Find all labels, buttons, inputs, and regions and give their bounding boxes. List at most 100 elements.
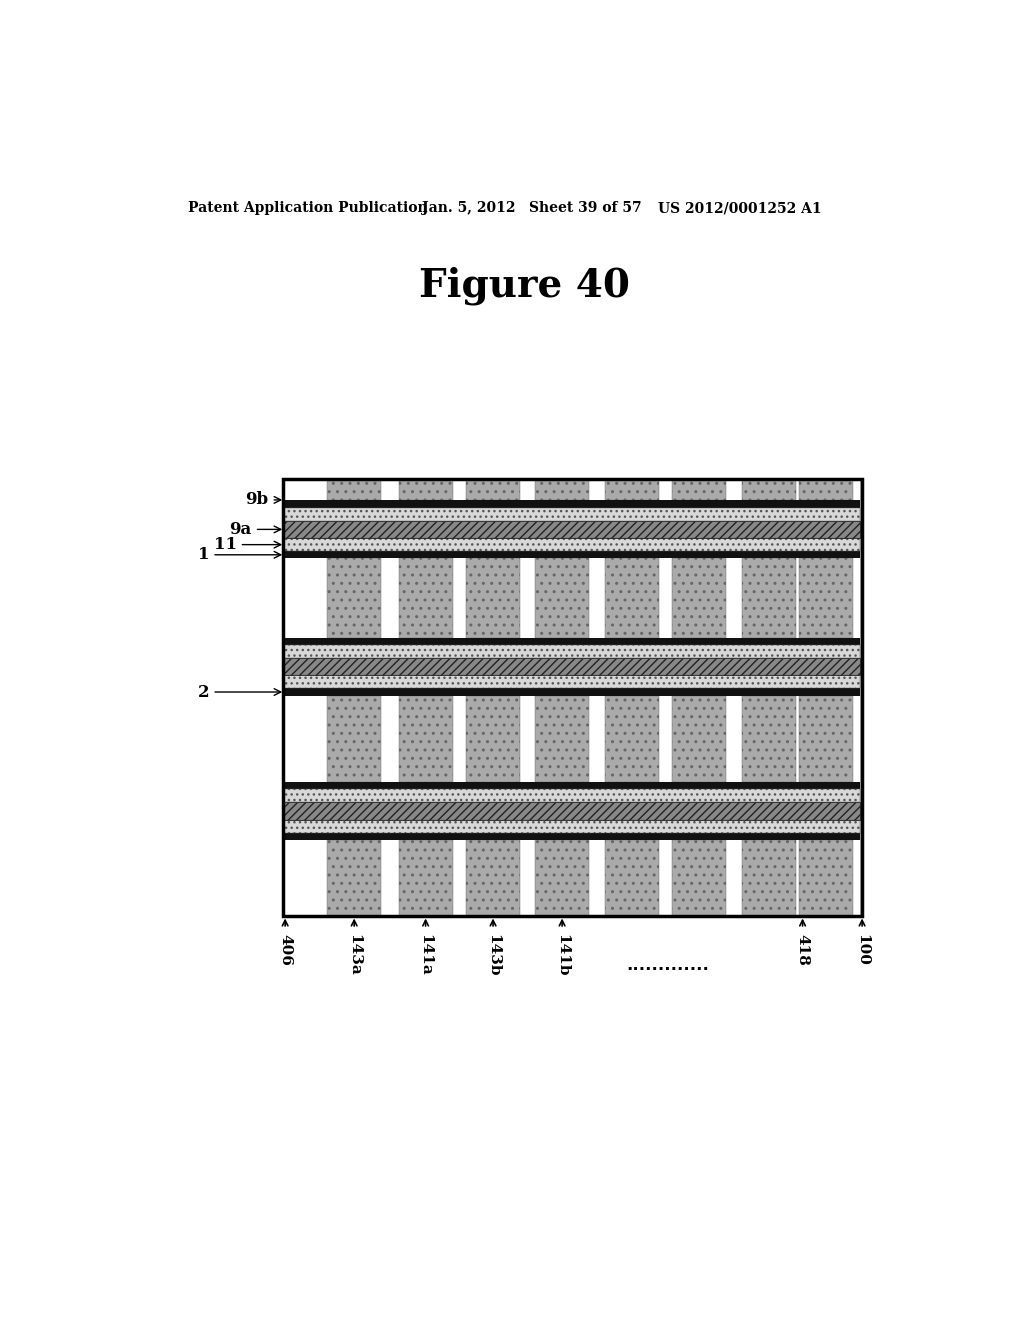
Text: .............: ............. [627, 956, 709, 974]
Bar [742, 479, 797, 500]
Bar [536, 558, 589, 638]
Bar [398, 696, 453, 781]
Text: Figure 40: Figure 40 [419, 267, 631, 305]
Bar [285, 539, 860, 552]
Bar [466, 558, 520, 638]
Bar [398, 558, 453, 638]
Bar [328, 696, 381, 781]
Bar [285, 507, 860, 521]
Bar [742, 479, 797, 500]
Bar [742, 840, 797, 916]
Bar [800, 696, 853, 781]
Bar [398, 558, 453, 638]
Bar [398, 840, 453, 916]
Bar [536, 479, 589, 500]
Bar [800, 558, 853, 638]
Bar [285, 558, 860, 638]
Bar [328, 479, 381, 500]
Bar [605, 479, 658, 500]
Bar [536, 696, 589, 781]
Bar [285, 676, 860, 689]
Bar [605, 840, 658, 916]
Bar [285, 696, 860, 781]
Bar [742, 840, 797, 916]
Bar [673, 696, 726, 781]
Bar [398, 840, 453, 916]
Bar [605, 840, 658, 916]
Bar [285, 638, 860, 644]
Bar [800, 696, 853, 781]
Bar [605, 696, 658, 781]
Text: Jan. 5, 2012: Jan. 5, 2012 [422, 201, 515, 215]
Text: 11: 11 [214, 536, 281, 553]
Text: US 2012/0001252 A1: US 2012/0001252 A1 [658, 201, 821, 215]
Bar [605, 558, 658, 638]
Bar [285, 840, 860, 916]
Bar [742, 696, 797, 781]
Bar [673, 840, 726, 916]
Bar [285, 539, 860, 552]
Bar [536, 558, 589, 638]
Bar [398, 479, 453, 500]
Bar [742, 840, 797, 916]
Bar [605, 479, 658, 500]
Bar [398, 696, 453, 781]
Text: 141b: 141b [555, 935, 569, 977]
Bar [673, 479, 726, 500]
Bar [536, 558, 589, 638]
Bar [466, 558, 520, 638]
Bar [673, 840, 726, 916]
Bar [673, 479, 726, 500]
Bar [285, 657, 860, 676]
Bar [673, 558, 726, 638]
Bar [605, 696, 658, 781]
Text: 2: 2 [198, 684, 281, 701]
Bar [328, 840, 381, 916]
Bar [673, 558, 726, 638]
Bar [328, 696, 381, 781]
Bar [466, 696, 520, 781]
Bar [536, 696, 589, 781]
Bar [536, 840, 589, 916]
Bar [800, 479, 853, 500]
Bar [466, 840, 520, 916]
Bar [398, 696, 453, 781]
Bar [285, 781, 860, 789]
Bar [800, 696, 853, 781]
Text: Patent Application Publication: Patent Application Publication [187, 201, 427, 215]
Bar [466, 696, 520, 781]
Bar [285, 803, 860, 820]
Bar [285, 657, 860, 676]
Bar [800, 558, 853, 638]
Bar [536, 479, 589, 500]
Text: 1: 1 [198, 546, 281, 564]
Bar [285, 552, 860, 558]
Bar [285, 689, 860, 696]
Bar [328, 558, 381, 638]
Bar [285, 644, 860, 657]
Bar [673, 479, 726, 500]
Text: 143b: 143b [486, 935, 500, 977]
Bar [673, 558, 726, 638]
Bar [536, 696, 589, 781]
Bar [285, 676, 860, 689]
Bar [800, 558, 853, 638]
Bar [742, 479, 797, 500]
Bar [466, 840, 520, 916]
Bar [285, 500, 860, 507]
Text: 143a: 143a [347, 935, 361, 975]
Text: 418: 418 [796, 935, 810, 966]
Bar [466, 479, 520, 500]
Bar [800, 479, 853, 500]
Bar [605, 558, 658, 638]
Text: 100: 100 [855, 935, 869, 966]
Bar [466, 558, 520, 638]
Bar [328, 696, 381, 781]
Bar [536, 479, 589, 500]
Bar [605, 840, 658, 916]
Bar [285, 521, 860, 539]
Bar [285, 803, 860, 820]
Bar [285, 833, 860, 840]
Bar [285, 521, 860, 539]
Bar [328, 840, 381, 916]
